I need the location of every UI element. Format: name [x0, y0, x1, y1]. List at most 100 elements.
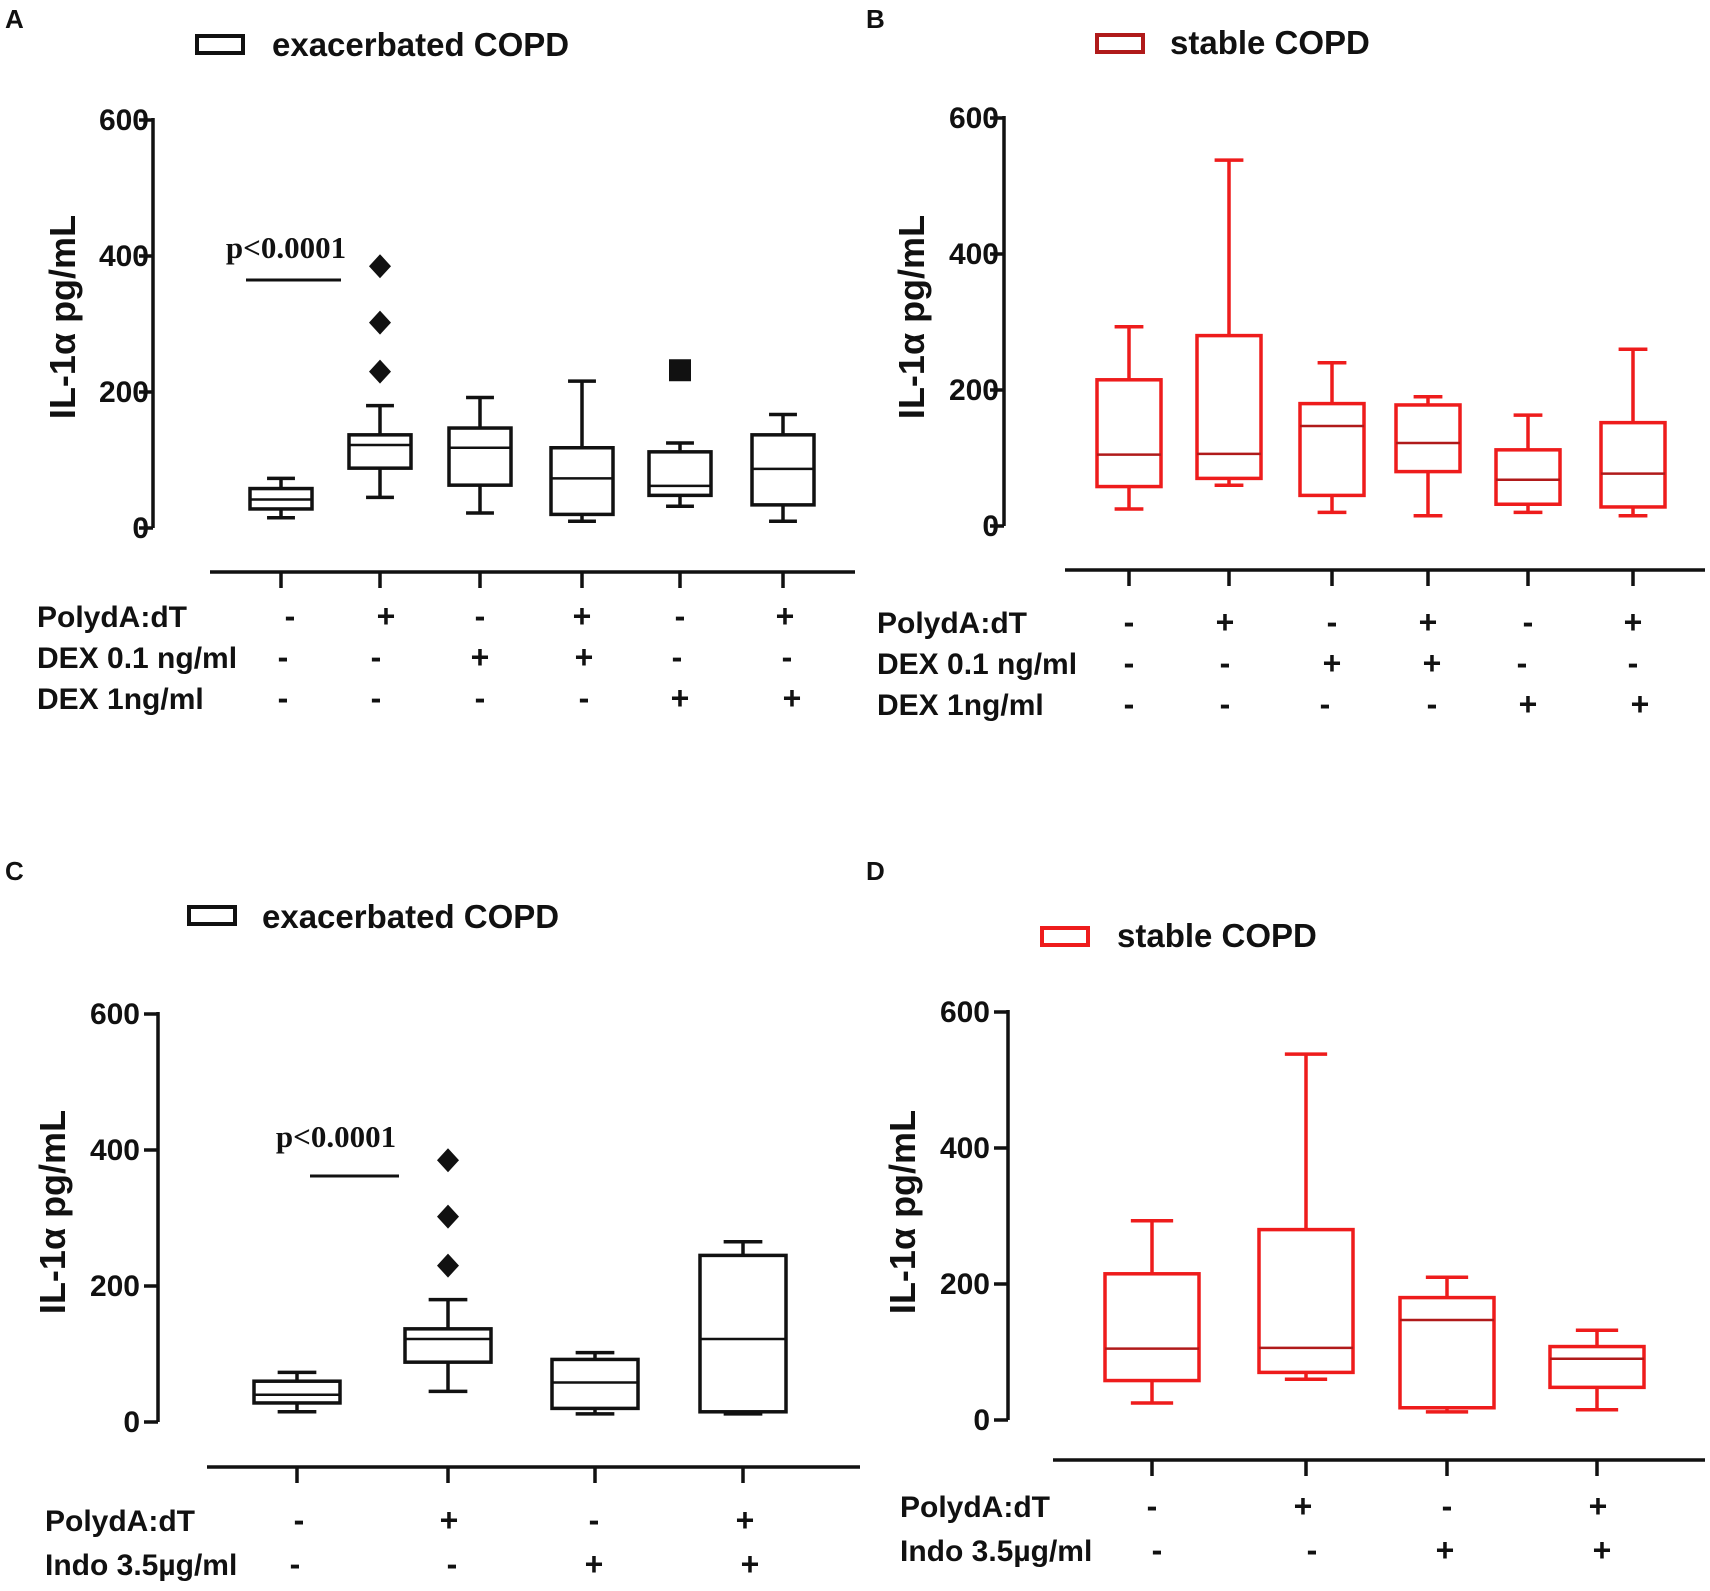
box-iqr [1599, 420, 1667, 509]
box-iqr [403, 1327, 493, 1364]
panel-c-sign: + [585, 1546, 604, 1582]
panel-d-legend-label: stable COPD [1117, 917, 1317, 954]
panel-c-ytick-400: 400 [90, 1134, 140, 1167]
box-iqr [1394, 403, 1462, 474]
box-iqr [1548, 1344, 1646, 1390]
panel-a-sign: - [371, 680, 382, 716]
outlier-diamond [437, 1204, 459, 1229]
panel-b-sign: + [1323, 645, 1342, 681]
panel-a-sign: - [475, 680, 486, 716]
outlier-square [669, 359, 691, 382]
panel-a: A exacerbated COPD IL-1α pg/mL 600 400 2… [5, 4, 855, 716]
panel-b-box-1 [1095, 325, 1163, 511]
panel-a-sign: - [278, 639, 289, 675]
panel-a-letter: A [5, 4, 24, 34]
outlier-diamond [437, 1253, 459, 1278]
panel-b-sign: + [1624, 604, 1643, 640]
box-iqr [252, 1379, 342, 1405]
panel-b-plot [990, 116, 1705, 586]
panel-a-sign: - [475, 598, 486, 634]
panel-c-ytick-200: 200 [90, 1270, 140, 1303]
panel-b-legend-label: stable COPD [1170, 24, 1370, 61]
panel-d-sign: + [1436, 1532, 1455, 1568]
panel-d-sign: + [1589, 1488, 1608, 1524]
panel-c-ytick-0: 0 [123, 1406, 140, 1439]
panel-c-plot [144, 1012, 860, 1483]
panel-a-y-axis-label: IL-1α pg/mL [42, 215, 83, 419]
panel-b-box-2 [1195, 158, 1263, 487]
panel-a-box-4 [549, 379, 615, 523]
panel-d-sign: + [1593, 1532, 1612, 1568]
panel-b-box-3 [1298, 361, 1366, 515]
panel-d-sign: - [1147, 1488, 1158, 1524]
panel-a-sign: + [575, 639, 594, 675]
panel-c-sign-table: - + - + - - + + [290, 1502, 760, 1582]
panel-c-sign: - [290, 1546, 301, 1582]
panel-b: B stable COPD IL-1α pg/mL 600 400 200 0 … [866, 4, 1705, 722]
panel-c: C exacerbated COPD IL-1α pg/mL 600 400 2… [5, 856, 860, 1582]
panel-c-sign: - [294, 1502, 305, 1538]
panel-d-ytick-200: 200 [940, 1268, 990, 1301]
panel-b-sign: + [1419, 604, 1438, 640]
panel-d-row-label-indo: Indo 3.5µg/ml [900, 1535, 1092, 1568]
outlier-diamond [437, 1148, 459, 1173]
panel-b-sign: - [1517, 645, 1528, 681]
panel-a-sign: + [776, 598, 795, 634]
panel-c-row-label-polyda-dt: PolydA:dT [45, 1505, 195, 1538]
panel-b-sign: + [1423, 645, 1442, 681]
panel-c-pvalue: p<0.0001 [276, 1119, 396, 1154]
panel-a-legend-label: exacerbated COPD [272, 26, 569, 63]
box-iqr [698, 1253, 788, 1414]
panel-b-sign: - [1523, 604, 1534, 640]
panel-a-sign: - [782, 639, 793, 675]
panel-c-row-label-indo: Indo 3.5µg/ml [45, 1549, 237, 1582]
panel-a-sign: + [573, 598, 592, 634]
panel-b-sign: - [1628, 645, 1639, 681]
panel-a-row-label-dex-01: DEX 0.1 ng/ml [37, 642, 237, 675]
panel-a-box-5 [647, 359, 713, 508]
panel-b-sign-table: - + - + - + - - + + - - - - - - + + [1124, 604, 1650, 722]
panel-b-sign: - [1327, 604, 1338, 640]
panel-a-sign-table: - + - + - + - - + + - - - - - - + + [278, 598, 802, 716]
panel-d-sign: - [1442, 1488, 1453, 1524]
panel-d-box-3 [1398, 1275, 1496, 1414]
panel-b-legend-swatch [1095, 33, 1145, 54]
panel-a-box-1 [248, 476, 314, 520]
panel-c-box-4 [698, 1240, 788, 1416]
panel-d-letter: D [866, 856, 885, 886]
panel-d-box-1 [1103, 1219, 1201, 1405]
panel-b-sign: - [1220, 686, 1231, 722]
outlier-diamond [369, 359, 391, 384]
box-iqr [1298, 401, 1366, 498]
panel-c-sign: + [440, 1502, 459, 1538]
panel-b-y-axis-label: IL-1α pg/mL [891, 215, 932, 419]
panel-d-legend-swatch [1040, 926, 1090, 947]
panel-b-sign: - [1124, 604, 1135, 640]
box-iqr [550, 1357, 640, 1411]
box-iqr [647, 450, 713, 498]
panel-c-box-1 [252, 1370, 342, 1414]
panel-a-sign: + [671, 680, 690, 716]
panel-c-box-3 [550, 1350, 640, 1416]
panel-d-ytick-0: 0 [973, 1404, 990, 1437]
panel-a-sign: + [377, 598, 396, 634]
panel-a-sign: - [285, 598, 296, 634]
panel-a-pvalue: p<0.0001 [226, 230, 346, 265]
panel-a-sign: - [371, 639, 382, 675]
panel-a-box-2 [347, 254, 413, 500]
panel-b-box-6 [1599, 347, 1667, 518]
box-iqr [1103, 1272, 1201, 1383]
panel-d-box-2 [1257, 1052, 1355, 1381]
panel-b-sign: - [1124, 645, 1135, 681]
panel-b-row-label-polyda-dt: PolydA:dT [877, 607, 1027, 640]
panel-d-y-axis-label: IL-1α pg/mL [882, 1110, 923, 1314]
outlier-diamond [369, 310, 391, 335]
panel-a-sign: + [471, 639, 490, 675]
panel-d-plot [994, 1010, 1705, 1476]
panel-b-sign: - [1220, 645, 1231, 681]
panel-b-row-label-dex-1: DEX 1ng/ml [877, 689, 1044, 722]
panel-c-sign: - [589, 1502, 600, 1538]
box-iqr [1494, 448, 1562, 506]
panel-a-row-label-dex-1: DEX 1ng/ml [37, 683, 204, 716]
panel-d-sign-table: - + - + - - + + [1147, 1488, 1612, 1568]
